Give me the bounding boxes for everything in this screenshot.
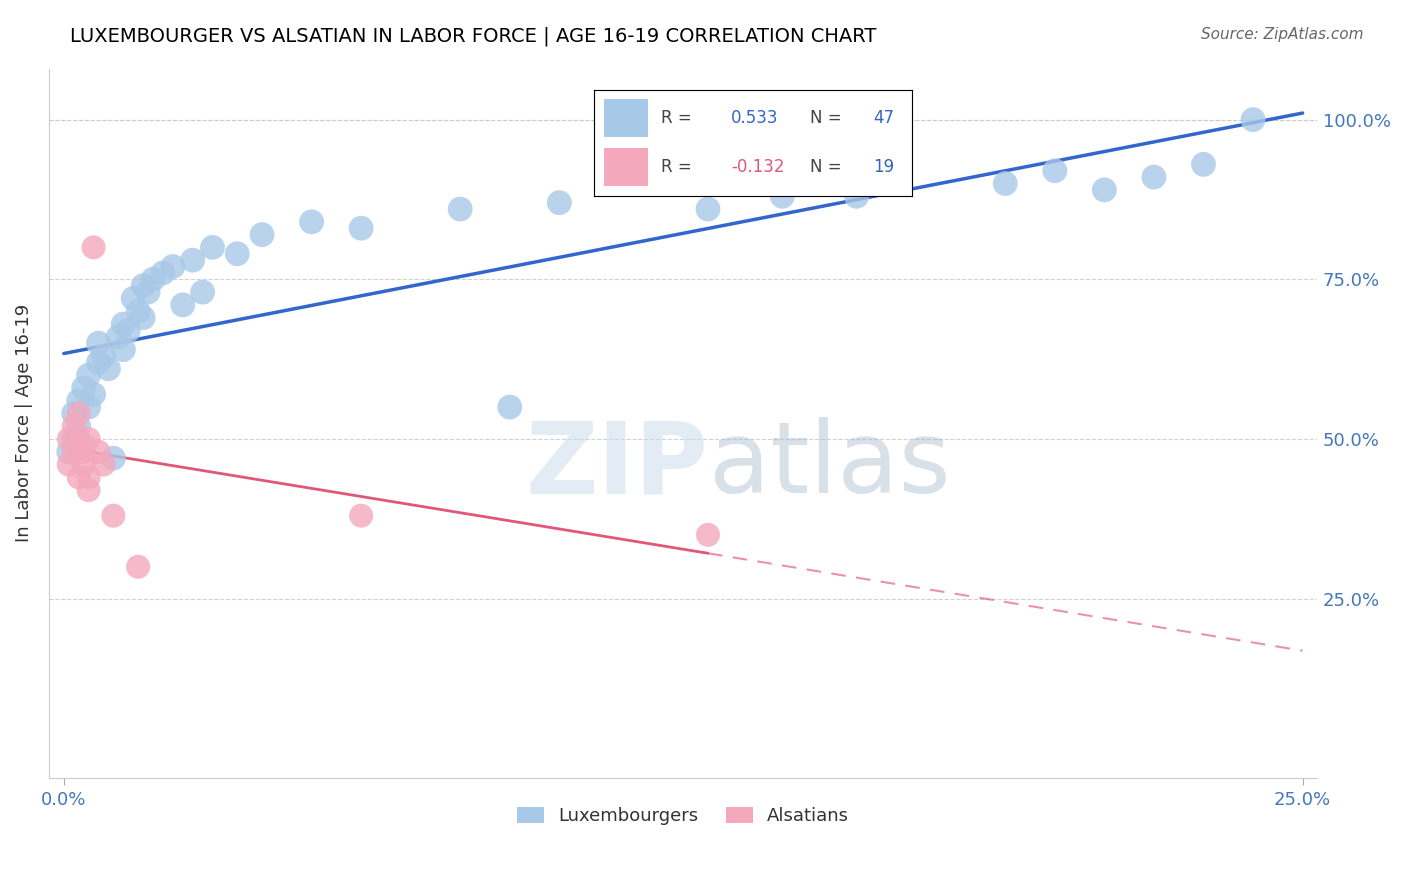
Point [73, 458, 96, 472]
Point [1043, 163, 1066, 178]
Point [83, 240, 105, 254]
Point [62, 419, 84, 434]
Point [697, 202, 720, 216]
Point [117, 323, 139, 337]
Point [58, 444, 80, 458]
Point [87, 336, 110, 351]
Point [132, 310, 155, 325]
Point [73, 444, 96, 458]
Point [499, 400, 522, 414]
Text: LUXEMBOURGER VS ALSATIAN IN LABOR FORCE | AGE 16-19 CORRELATION CHART: LUXEMBOURGER VS ALSATIAN IN LABOR FORCE … [70, 27, 877, 46]
Point [67, 470, 90, 484]
Point [77, 368, 100, 383]
Point [122, 292, 145, 306]
Point [845, 189, 868, 203]
Point [1143, 170, 1166, 185]
Point [73, 381, 96, 395]
Point [62, 444, 84, 458]
Point [77, 432, 100, 446]
Point [77, 400, 100, 414]
Point [112, 317, 135, 331]
Point [67, 419, 90, 434]
Point [77, 470, 100, 484]
Point [62, 407, 84, 421]
Point [142, 272, 165, 286]
Point [350, 508, 373, 523]
Legend: Luxembourgers, Alsatians: Luxembourgers, Alsatians [517, 807, 849, 825]
Point [67, 407, 90, 421]
Point [87, 355, 110, 369]
Point [103, 451, 125, 466]
Point [93, 458, 115, 472]
Point [67, 432, 90, 446]
Point [58, 432, 80, 446]
Point [548, 195, 571, 210]
Point [1192, 157, 1215, 171]
Point [191, 285, 214, 299]
Point [93, 349, 115, 363]
Point [449, 202, 471, 216]
Point [83, 387, 105, 401]
Point [127, 559, 149, 574]
Point [112, 343, 135, 357]
Point [67, 393, 90, 408]
Point [152, 266, 174, 280]
Point [127, 304, 149, 318]
Point [172, 298, 194, 312]
Point [62, 432, 84, 446]
Point [770, 189, 793, 203]
Point [181, 253, 204, 268]
Point [1092, 183, 1115, 197]
Point [136, 285, 159, 299]
Point [1241, 112, 1264, 127]
Point [250, 227, 273, 242]
Text: Source: ZipAtlas.com: Source: ZipAtlas.com [1201, 27, 1364, 42]
Point [301, 215, 323, 229]
Point [58, 458, 80, 472]
Point [201, 240, 224, 254]
Point [103, 508, 125, 523]
Point [226, 246, 249, 260]
Point [697, 528, 720, 542]
Point [87, 444, 110, 458]
Y-axis label: In Labor Force | Age 16-19: In Labor Force | Age 16-19 [15, 304, 32, 542]
Point [994, 177, 1017, 191]
Point [350, 221, 373, 235]
Point [132, 278, 155, 293]
Text: atlas: atlas [709, 417, 950, 514]
Point [77, 483, 100, 497]
Point [162, 260, 184, 274]
Text: ZIP: ZIP [526, 417, 709, 514]
Point [97, 361, 120, 376]
Point [107, 330, 129, 344]
Point [73, 438, 96, 452]
